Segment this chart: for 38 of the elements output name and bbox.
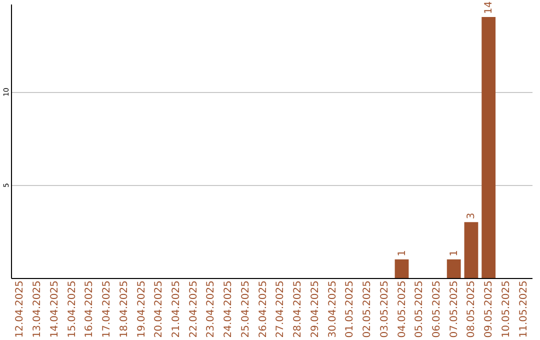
x-tick-label: 21.04.2025 (170, 280, 182, 338)
bar (482, 17, 496, 278)
x-tick-label: 17.04.2025 (102, 280, 113, 338)
x-tick-label: 16.04.2025 (84, 280, 96, 338)
x-tick-label: 20.04.2025 (154, 280, 165, 338)
x-tick-label: 12.04.2025 (14, 280, 26, 338)
x-tick-label: 01.05.2025 (344, 280, 356, 338)
x-tick-label: 30.04.2025 (327, 280, 338, 338)
x-tick-label: 05.05.2025 (414, 280, 426, 338)
x-tick-label: 08.05.2025 (466, 280, 478, 338)
bar (394, 259, 409, 278)
x-tick-label: 26.04.2025 (258, 280, 269, 338)
x-tick-label: 11.05.2025 (518, 280, 530, 338)
x-tick-label: 25.04.2025 (240, 280, 252, 338)
data-label: 1 (448, 250, 460, 256)
x-tick-label: 22.04.2025 (188, 280, 200, 338)
x-tick-label: 02.05.2025 (362, 280, 374, 338)
x-tick-label: 29.04.2025 (310, 280, 321, 338)
x-tick-label: 27.04.2025 (275, 280, 286, 338)
x-tick-label: 14.04.2025 (49, 280, 60, 338)
x-tick-label: 04.05.2025 (396, 280, 408, 338)
bar (464, 222, 478, 278)
x-tick-label: 06.05.2025 (431, 280, 442, 338)
x-tick-label: 18.04.2025 (118, 280, 130, 338)
data-label: 3 (466, 212, 478, 220)
data-label: 1 (396, 250, 408, 256)
x-tick-label: 28.04.2025 (292, 280, 304, 338)
x-tick-label: 10.05.2025 (500, 280, 512, 338)
x-tick-label: 24.04.2025 (223, 280, 234, 338)
data-label: 14 (484, 1, 495, 14)
x-tick-label: 07.05.2025 (448, 280, 460, 338)
bar (446, 259, 461, 278)
x-tick-label: 15.04.2025 (66, 280, 78, 338)
x-tick-label: 09.05.2025 (484, 280, 495, 338)
x-tick-label: 03.05.2025 (379, 280, 390, 338)
x-tick-label: 19.04.2025 (136, 280, 148, 338)
x-tick-label: 13.04.2025 (32, 280, 44, 338)
x-tick-label: 23.04.2025 (206, 280, 217, 338)
